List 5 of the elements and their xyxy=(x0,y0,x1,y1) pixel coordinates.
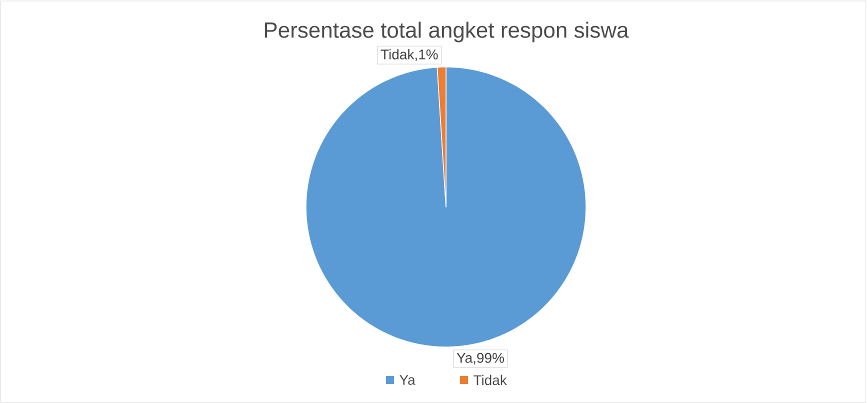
chart-title: Persentase total angket respon siswa xyxy=(264,22,629,42)
data-label: Ya,99% xyxy=(456,352,504,364)
legend-label: Ya xyxy=(400,375,416,385)
legend-label: Tidak xyxy=(474,374,507,386)
data-label: Tidak,1% xyxy=(380,49,438,62)
